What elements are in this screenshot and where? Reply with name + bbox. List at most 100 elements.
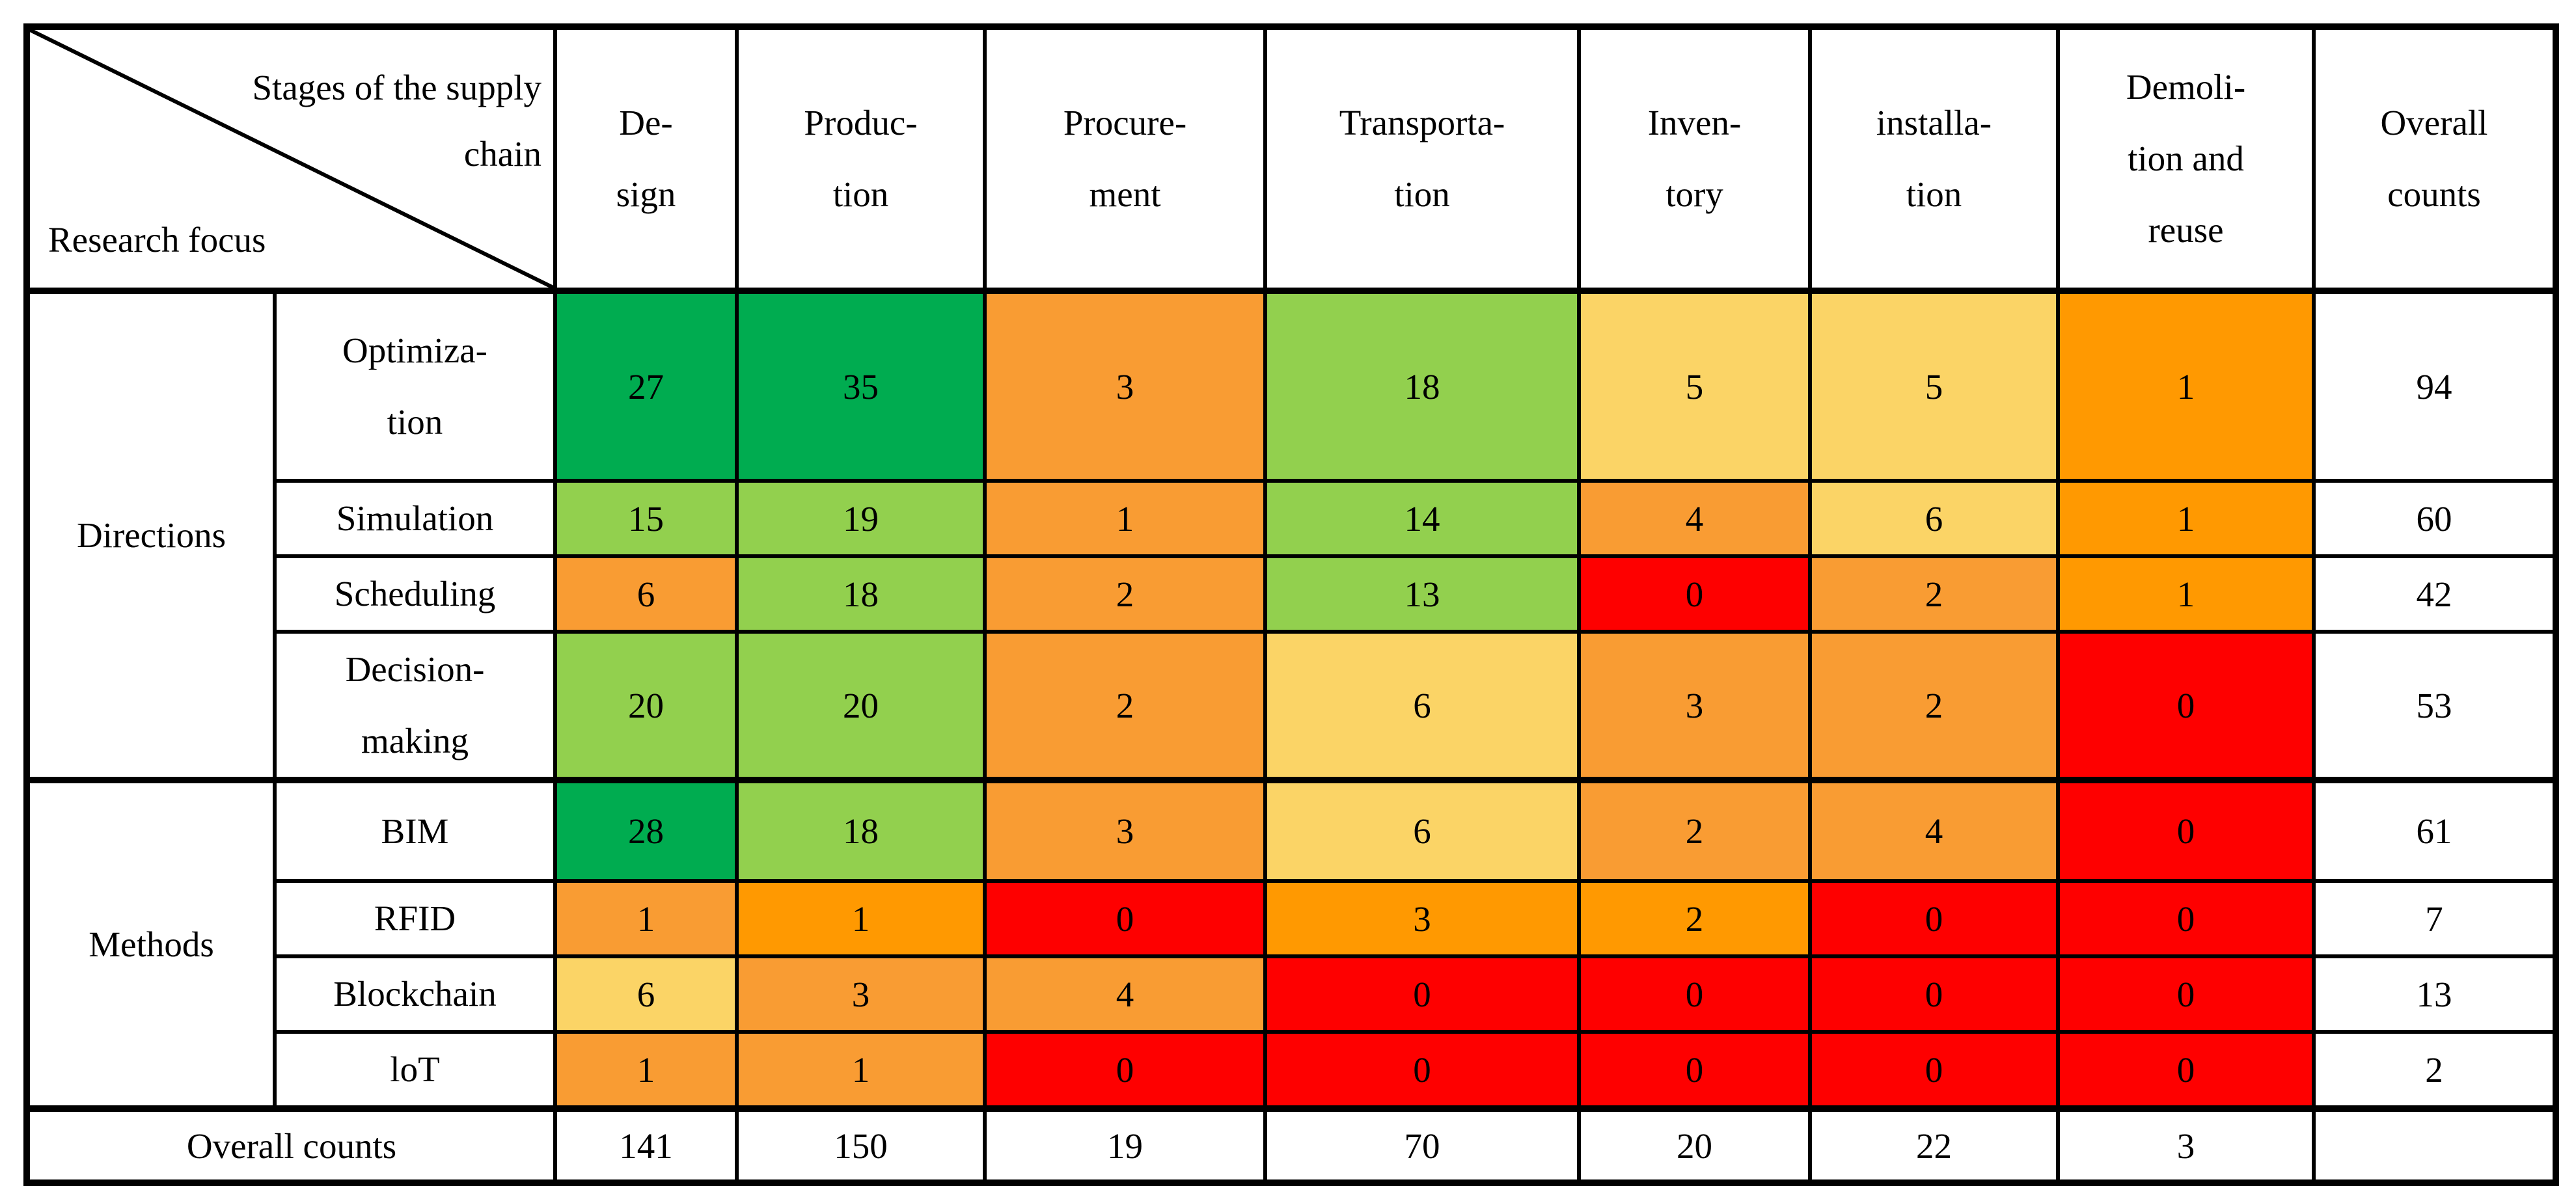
footer-total-cell: 20 — [1577, 1105, 1812, 1185]
data-cell: 3 — [983, 289, 1267, 483]
supply-chain-table: Stages of the supply chain Research focu… — [23, 23, 2559, 1186]
data-cell: 0 — [1263, 1030, 1581, 1111]
footer-total-cell: 19 — [983, 1105, 1267, 1185]
column-header-inventory: Inven- tory — [1577, 25, 1812, 294]
data-cell: 0 — [2056, 630, 2316, 782]
corner-top-label: Stages of the supply chain — [252, 68, 541, 174]
data-cell: 0 — [1808, 1030, 2060, 1111]
data-cell: 15 — [553, 479, 739, 558]
data-cell: 27 — [553, 289, 739, 483]
data-cell: 0 — [2056, 954, 2316, 1034]
data-cell: 6 — [553, 554, 739, 634]
footer-total-cell — [2312, 1105, 2558, 1185]
data-cell: 3 — [983, 777, 1267, 883]
data-cell: 1 — [2056, 479, 2316, 558]
footer-total-cell: 150 — [735, 1105, 987, 1185]
data-cell: 6 — [1263, 777, 1581, 883]
data-cell: 0 — [1577, 1030, 1812, 1111]
data-cell: 6 — [1263, 630, 1581, 782]
row-label: BIM — [273, 777, 557, 883]
table-row: Directions Optimiza- tion 27 35 3 18 5 5 1 94 — [25, 289, 2558, 782]
data-cell: 0 — [1808, 879, 2060, 958]
data-cell: 14 — [1263, 479, 1581, 558]
data-cell: 3 — [1263, 879, 1581, 958]
data-cell: 2 — [983, 554, 1267, 634]
footer-total-cell: 3 — [2056, 1105, 2316, 1185]
column-header-transportation: Transporta- tion — [1263, 25, 1581, 294]
header-row: Stages of the supply chain Research focu… — [25, 25, 2558, 294]
data-cell: 5 — [1577, 289, 1812, 483]
data-cell: 2 — [1808, 554, 2060, 634]
data-cell: 2 — [1808, 630, 2060, 782]
data-cell: 0 — [1808, 954, 2060, 1034]
data-cell: 1 — [735, 879, 987, 958]
data-cell: 0 — [1577, 954, 1812, 1034]
data-cell: 3 — [735, 954, 987, 1034]
data-cell: 53 — [2312, 630, 2558, 782]
table-row: Blockchain 6 3 4 0 0 0 0 13 — [27, 954, 2558, 1034]
data-cell: 13 — [1263, 554, 1581, 634]
data-cell: 4 — [1577, 479, 1812, 558]
row-label: Simulation — [273, 479, 557, 558]
data-cell: 2 — [983, 630, 1267, 782]
data-cell: 0 — [2056, 777, 2316, 883]
group-label-methods: Methods — [25, 777, 277, 1111]
table-row: Methods BIM 28 18 3 6 2 4 0 61 — [25, 777, 2558, 1111]
data-cell: 1 — [735, 1030, 987, 1111]
data-cell: 19 — [735, 479, 987, 558]
data-cell: 18 — [735, 554, 987, 634]
table-row: Simulation 15 19 1 14 4 6 1 60 — [27, 479, 2558, 558]
row-label: Optimiza- tion — [273, 289, 557, 483]
group-label-directions: Directions — [25, 289, 277, 782]
column-header-overall-counts: Overall counts — [2312, 25, 2558, 294]
data-cell: 1 — [983, 479, 1267, 558]
data-cell: 5 — [1808, 289, 2060, 483]
data-cell: 61 — [2312, 777, 2558, 883]
data-cell: 94 — [2312, 289, 2558, 483]
data-cell: 3 — [1577, 630, 1812, 782]
column-header-demolition-and-reuse: Demoli- tion and reuse — [2056, 25, 2316, 294]
column-header-installation: installa- tion — [1808, 25, 2060, 294]
footer-row: Overall counts 141 150 19 70 20 22 3 — [25, 1105, 2558, 1185]
data-cell: 4 — [1808, 777, 2060, 883]
data-cell: 4 — [983, 954, 1267, 1034]
data-cell: 18 — [1263, 289, 1581, 483]
column-header-production: Produc- tion — [735, 25, 987, 294]
data-cell: 2 — [1577, 777, 1812, 883]
data-cell: 0 — [2056, 1030, 2316, 1111]
data-cell: 1 — [553, 879, 739, 958]
data-cell: 6 — [1808, 479, 2060, 558]
footer-total-cell: 70 — [1263, 1105, 1581, 1185]
row-label: RFID — [273, 879, 557, 958]
data-cell: 2 — [1577, 879, 1812, 958]
table-row: RFID 1 1 0 3 2 0 0 7 — [27, 879, 2558, 958]
data-cell: 20 — [735, 630, 987, 782]
table-row: loT 1 1 0 0 0 0 0 2 — [27, 1030, 2558, 1111]
data-cell: 18 — [735, 777, 987, 883]
footer-total-cell: 22 — [1808, 1105, 2060, 1185]
data-cell: 1 — [553, 1030, 739, 1111]
data-cell: 0 — [2056, 879, 2316, 958]
row-label: loT — [273, 1030, 557, 1111]
data-cell: 0 — [1263, 954, 1581, 1034]
data-cell: 20 — [553, 630, 739, 782]
row-label: Decision- making — [273, 630, 557, 782]
data-cell: 42 — [2312, 554, 2558, 634]
data-cell: 35 — [735, 289, 987, 483]
data-cell: 2 — [2312, 1030, 2558, 1111]
table-row: Scheduling 6 18 2 13 0 2 1 42 — [27, 554, 2558, 634]
data-cell: 0 — [983, 1030, 1267, 1111]
data-cell: 6 — [553, 954, 739, 1034]
data-cell: 0 — [983, 879, 1267, 958]
column-header-design: De- sign — [553, 25, 739, 294]
row-label: Scheduling — [273, 554, 557, 634]
diagonal-divider-line — [30, 30, 553, 288]
data-cell: 1 — [2056, 289, 2316, 483]
data-cell: 13 — [2312, 954, 2558, 1034]
table-row: Decision- making 20 20 2 6 3 2 0 53 — [27, 630, 2558, 782]
data-cell: 1 — [2056, 554, 2316, 634]
row-label: Blockchain — [273, 954, 557, 1034]
data-cell: 28 — [553, 777, 739, 883]
corner-bottom-label: Research focus — [48, 220, 266, 260]
